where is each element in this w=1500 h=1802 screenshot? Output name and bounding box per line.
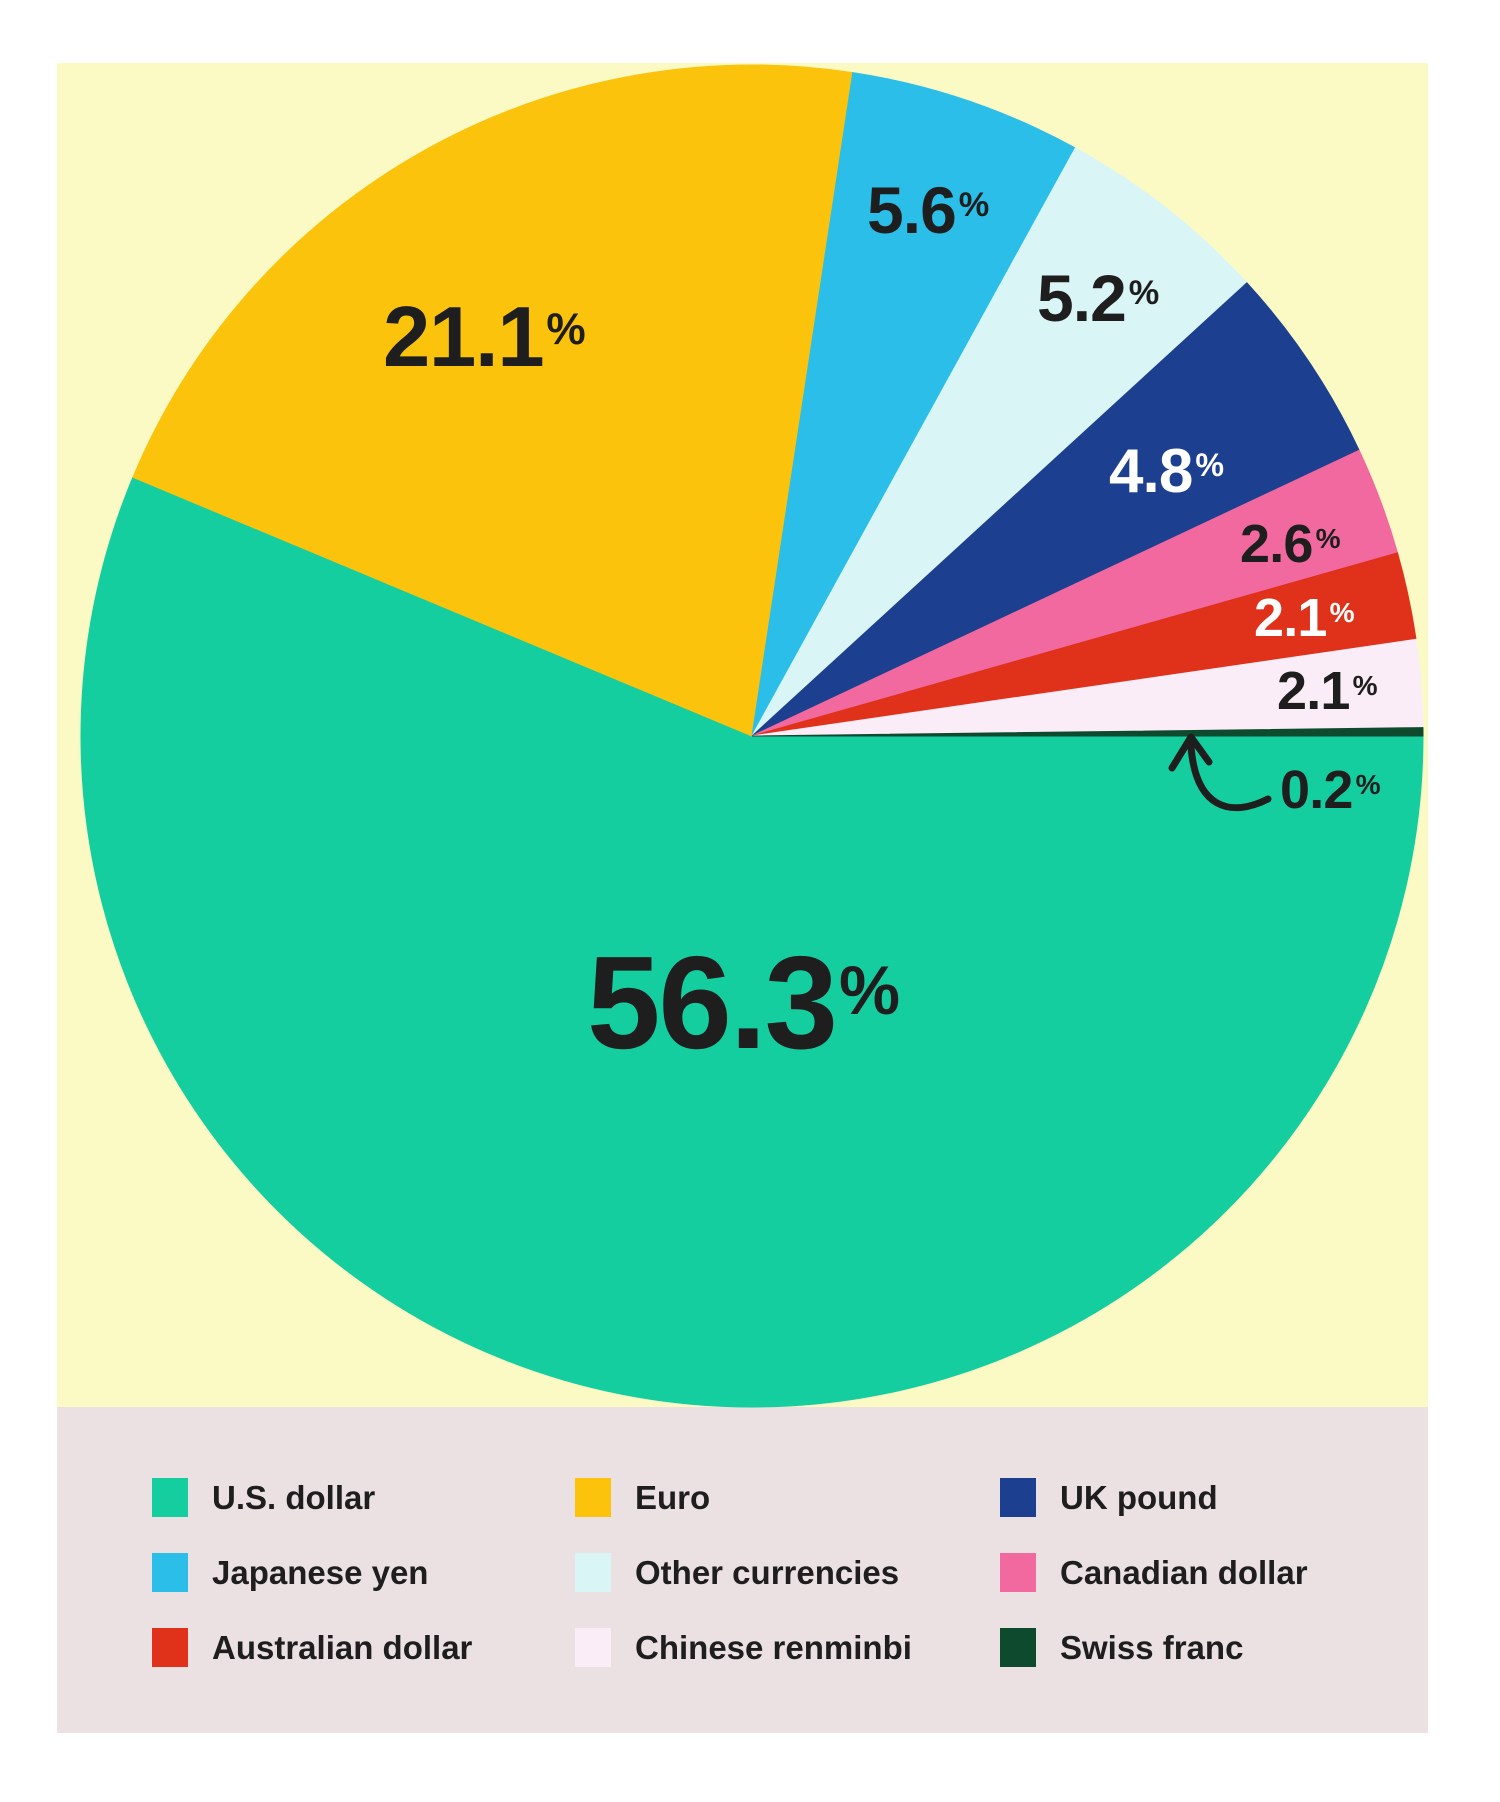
legend-item-us-dollar: U.S. dollar	[152, 1478, 375, 1517]
legend-item-euro: Euro	[575, 1478, 710, 1517]
legend: U.S. dollar Euro UK pound Japanese yen O…	[57, 1407, 1428, 1733]
legend-swatch-canadian-dollar	[1000, 1553, 1036, 1592]
slice-label-australian-dollar: 2.1%	[1254, 591, 1355, 645]
legend-label-euro: Euro	[635, 1479, 711, 1516]
pie-slice-japanese-yen	[751, 72, 1076, 737]
legend-swatch-euro	[575, 1478, 611, 1517]
slice-label-uk-pound: 4.8%	[1109, 441, 1224, 503]
percent-sign: %	[1195, 446, 1225, 483]
slice-label-us-dollar: 56.3%	[587, 937, 900, 1069]
legend-swatch-australian-dollar	[152, 1628, 188, 1667]
percent-sign: %	[958, 185, 990, 224]
legend-label-other-currencies: Other currencies	[635, 1554, 900, 1591]
percent-sign: %	[1128, 273, 1160, 312]
slice-value-uk-pound: 4.8	[1109, 437, 1193, 506]
slice-label-canadian-dollar: 2.6%	[1240, 517, 1341, 571]
legend-item-other-currencies: Other currencies	[575, 1553, 899, 1592]
percent-sign: %	[839, 951, 901, 1029]
legend-swatch-japanese-yen	[152, 1553, 188, 1592]
legend-item-chinese-renminbi: Chinese renminbi	[575, 1628, 912, 1667]
legend-label-canadian-dollar: Canadian dollar	[1060, 1554, 1308, 1591]
legend-item-swiss-franc: Swiss franc	[1000, 1628, 1243, 1667]
slice-value-other-currencies: 5.2	[1037, 261, 1127, 335]
legend-swatch-uk-pound	[1000, 1478, 1036, 1517]
slice-value-canadian-dollar: 2.6	[1240, 514, 1313, 574]
slice-label-other-currencies: 5.2%	[1037, 265, 1159, 331]
slice-label-chinese-renminbi: 2.1%	[1277, 664, 1378, 718]
slice-value-swiss-franc: 0.2	[1280, 760, 1353, 820]
slice-value-us-dollar: 56.3	[587, 929, 838, 1076]
percent-sign: %	[1315, 522, 1341, 554]
percent-sign: %	[1329, 596, 1355, 628]
slice-label-japanese-yen: 5.6%	[867, 177, 989, 243]
legend-background	[57, 1407, 1428, 1733]
pie-slice-euro	[132, 64, 854, 737]
legend-item-japanese-yen: Japanese yen	[152, 1553, 428, 1592]
slice-label-swiss-franc: 0.2%	[1280, 763, 1381, 817]
pie-slice-u-s-dollar	[80, 476, 1424, 1408]
callout-arrow-icon	[1168, 733, 1272, 812]
legend-label-australian-dollar: Australian dollar	[212, 1629, 473, 1666]
legend-label-japanese-yen: Japanese yen	[212, 1554, 429, 1591]
legend-swatch-other-currencies	[575, 1553, 611, 1592]
slice-value-australian-dollar: 2.1	[1254, 588, 1327, 648]
percent-sign: %	[546, 304, 586, 354]
legend-label-us-dollar: U.S. dollar	[212, 1479, 376, 1516]
pie-slice-swiss-franc	[751, 727, 1424, 737]
slice-value-euro: 21.1	[383, 290, 545, 385]
slice-value-japanese-yen: 5.6	[867, 173, 957, 247]
legend-label-chinese-renminbi: Chinese renminbi	[635, 1629, 912, 1666]
legend-swatch-chinese-renminbi	[575, 1628, 611, 1667]
slice-label-euro: 21.1%	[383, 295, 586, 380]
legend-item-australian-dollar: Australian dollar	[152, 1628, 472, 1667]
legend-label-uk-pound: UK pound	[1060, 1479, 1218, 1516]
pie-slice-other-currencies	[751, 147, 1248, 737]
legend-swatch-us-dollar	[152, 1478, 188, 1517]
percent-sign: %	[1352, 669, 1378, 701]
slice-value-chinese-renminbi: 2.1	[1277, 661, 1350, 721]
legend-item-uk-pound: UK pound	[1000, 1478, 1218, 1517]
legend-item-canadian-dollar: Canadian dollar	[1000, 1553, 1308, 1592]
percent-sign: %	[1355, 768, 1381, 800]
pie-slices	[80, 64, 1424, 1408]
pie-slice-uk-pound	[751, 282, 1360, 737]
legend-swatch-swiss-franc	[1000, 1628, 1036, 1667]
legend-label-swiss-franc: Swiss franc	[1060, 1629, 1244, 1666]
